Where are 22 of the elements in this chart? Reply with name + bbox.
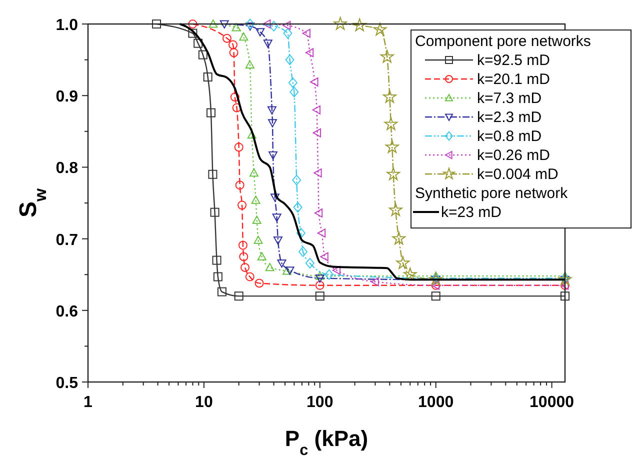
- y-tick-label: 0.9: [56, 88, 78, 106]
- x-tick-label: 1000: [418, 394, 454, 411]
- legend-title: Component pore networks: [415, 33, 591, 50]
- x-tick-label: 1: [84, 394, 93, 411]
- annotation: Synthetic pore network: [415, 185, 568, 202]
- legend-label: k=92.5 mD: [477, 52, 550, 69]
- legend-label: k=23 mD: [441, 204, 502, 221]
- y-tick-label: 1.0: [56, 17, 78, 34]
- x-tick-label: 10: [195, 394, 213, 411]
- y-tick-label: 0.8: [56, 160, 78, 178]
- legend-label: k=0.8 mD: [477, 128, 542, 145]
- legend-label: k=20.1 mD: [477, 71, 550, 88]
- y-tick-label: 0.6: [56, 303, 78, 320]
- y-tick-label: 0.7: [56, 232, 78, 249]
- legend-label: k=7.3 mD: [477, 90, 542, 107]
- legend-label: k=0.26 mD: [477, 147, 550, 164]
- y-tick-label: 0.5: [56, 375, 78, 392]
- legend-label: k=0.004 mD: [477, 166, 558, 183]
- x-tick-label: 100: [306, 394, 334, 411]
- x-axis-title: P$_{c}$ (kPa): [284, 426, 368, 457]
- legend-label: k=2.3 mD: [477, 109, 542, 126]
- x-tick-label: 10000: [530, 394, 574, 411]
